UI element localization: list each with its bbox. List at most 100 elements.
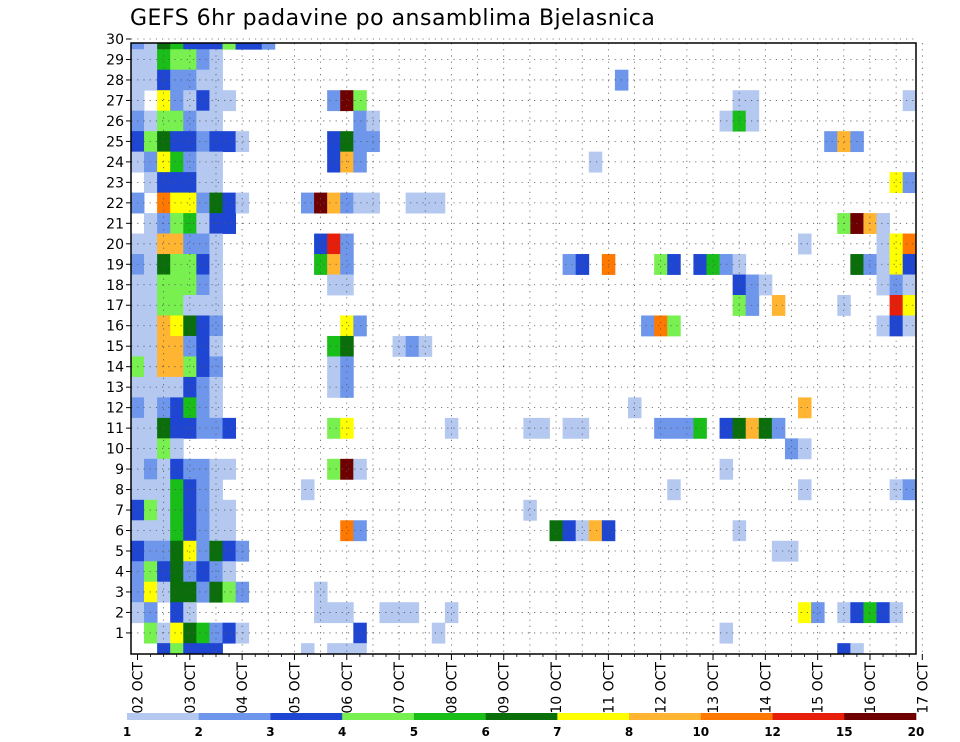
heatmap-cell — [876, 233, 890, 255]
y-tick-label: 16 — [106, 319, 124, 335]
heatmap-cell — [327, 643, 341, 655]
legend-label: 8 — [625, 725, 633, 739]
heatmap-cell — [353, 315, 367, 337]
heatmap-cell — [209, 315, 223, 337]
heatmap-cell — [209, 254, 223, 275]
heatmap-cell — [196, 643, 210, 655]
heatmap-cell — [196, 110, 210, 132]
heatmap-cell — [183, 49, 197, 71]
heatmap-cell — [798, 397, 812, 419]
heatmap-cell — [170, 458, 184, 480]
heatmap-cell — [183, 581, 197, 603]
heatmap-cell — [340, 335, 354, 357]
y-tick-label: 7 — [115, 503, 124, 519]
y-tick-label: 23 — [106, 175, 124, 191]
heatmap-cell — [235, 131, 250, 153]
heatmap-cell — [170, 295, 184, 316]
x-tick-label: 03 OCT — [183, 662, 199, 714]
heatmap-cell — [183, 602, 197, 624]
heatmap-cell — [183, 254, 197, 275]
heatmap-cell — [196, 254, 210, 275]
y-tick-label: 15 — [106, 339, 124, 355]
heatmap-cell — [902, 254, 917, 275]
legend-swatch — [342, 713, 415, 720]
heatmap-cell — [196, 172, 210, 193]
heatmap-cell — [418, 335, 433, 357]
y-tick-label: 2 — [115, 605, 124, 621]
heatmap-cell — [196, 69, 210, 91]
heatmap-cell — [170, 561, 184, 583]
heatmap-cell — [209, 520, 223, 542]
x-tick-label: 17 OCT — [915, 662, 931, 714]
legend-swatch — [557, 713, 630, 720]
heatmap-cell — [667, 479, 681, 501]
heatmap-cell — [549, 520, 563, 542]
heatmap-cell — [196, 581, 210, 603]
grid-lines — [131, 38, 923, 654]
heatmap-cell — [353, 458, 367, 480]
x-tick-label: 14 OCT — [758, 662, 774, 714]
heatmap-cell — [209, 172, 223, 193]
heatmap-cell — [902, 479, 917, 501]
heatmap-cell — [562, 520, 577, 542]
heatmap-cell — [170, 520, 184, 542]
heatmap-cell — [196, 417, 210, 439]
legend-swatch — [485, 713, 558, 720]
heatmap-cell — [811, 602, 825, 624]
heatmap-cell — [562, 417, 577, 439]
heatmap-cell — [170, 49, 184, 71]
heatmap-cell — [209, 49, 223, 71]
heatmap-cell — [340, 131, 354, 153]
heatmap-cell — [340, 254, 354, 275]
heatmap-cell — [889, 295, 904, 316]
heatmap-cell — [196, 233, 210, 255]
heatmap-cell — [222, 561, 236, 583]
heatmap-cell — [222, 131, 236, 153]
heatmap-cell — [431, 192, 446, 214]
heatmap-cell — [196, 49, 210, 71]
heatmap-cell — [222, 417, 236, 439]
heatmap-cell — [798, 602, 812, 624]
heatmap-cell — [340, 602, 354, 624]
legend-label: 2 — [195, 725, 203, 739]
y-tick-label: 10 — [106, 442, 124, 458]
heatmap-cell — [314, 254, 328, 275]
heatmap-cell — [170, 335, 184, 357]
legend-label: 20 — [908, 725, 925, 739]
heatmap-cell — [902, 233, 917, 255]
heatmap-cell — [157, 315, 171, 337]
heatmap-cell — [235, 581, 250, 603]
heatmap-cell — [771, 295, 786, 316]
y-tick-label: 6 — [115, 524, 124, 540]
y-tick-label: 5 — [115, 544, 124, 560]
heatmap-cell — [170, 479, 184, 501]
heatmap-cell — [889, 602, 904, 624]
y-tick-label: 29 — [106, 52, 124, 68]
legend-swatch — [772, 713, 845, 720]
y-tick-label: 20 — [106, 237, 124, 253]
heatmap-cell — [418, 192, 433, 214]
heatmap-cell — [183, 356, 197, 378]
heatmap-cell — [235, 540, 250, 562]
heatmap-cell — [209, 561, 223, 583]
plot-frame — [130, 42, 917, 655]
heatmap-cell — [222, 90, 236, 112]
heatmap-cell — [863, 602, 877, 624]
heatmap-cell — [340, 520, 354, 542]
heatmap-cell — [745, 417, 760, 439]
heatmap-cell — [327, 254, 341, 275]
heatmap-cell — [876, 274, 890, 296]
heatmap-cell — [209, 643, 223, 655]
heatmap-cell — [327, 151, 341, 173]
heatmap-cell — [575, 520, 590, 542]
y-tick-label: 4 — [115, 564, 124, 580]
heatmap-cell — [196, 376, 210, 398]
heatmap-cell — [157, 499, 171, 521]
heatmap-cell — [850, 643, 864, 655]
heatmap-cell — [340, 90, 354, 112]
heatmap-cell — [667, 417, 681, 439]
heatmap-cell — [170, 43, 184, 50]
heatmap-cell — [784, 438, 799, 460]
heatmap-cell — [222, 43, 236, 50]
heatmap-cell — [745, 110, 760, 132]
